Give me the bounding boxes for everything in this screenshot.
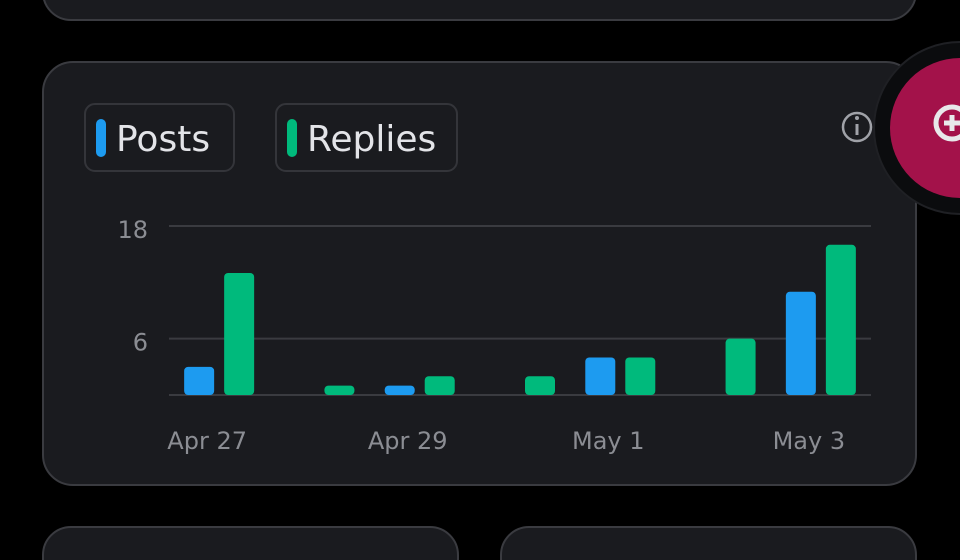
legend-item[interactable] bbox=[84, 103, 235, 172]
bar bbox=[184, 366, 215, 395]
legend-swatch bbox=[96, 119, 106, 157]
bar bbox=[825, 244, 856, 395]
card-below-right bbox=[500, 526, 917, 560]
bar bbox=[384, 385, 415, 395]
bar bbox=[525, 376, 555, 395]
chart-card bbox=[42, 61, 917, 486]
card-below-left bbox=[42, 526, 459, 560]
x-tick-label: Apr 29 bbox=[368, 427, 448, 455]
bar bbox=[725, 338, 756, 395]
legend-label: Replies bbox=[307, 119, 436, 160]
y-tick-label: 18 bbox=[117, 216, 148, 244]
bar bbox=[585, 357, 616, 395]
bar bbox=[324, 385, 355, 395]
x-tick-label: May 1 bbox=[572, 427, 645, 455]
info-icon[interactable] bbox=[841, 111, 873, 143]
compose-button[interactable] bbox=[873, 41, 960, 215]
bar bbox=[424, 376, 455, 395]
x-tick-label: May 3 bbox=[773, 427, 846, 455]
y-tick-label: 6 bbox=[133, 329, 148, 357]
legend-item[interactable] bbox=[275, 103, 458, 172]
card-above bbox=[43, 0, 916, 21]
bar bbox=[785, 291, 816, 395]
legend-swatch bbox=[287, 119, 297, 157]
x-tick-label: Apr 27 bbox=[167, 427, 247, 455]
bar bbox=[224, 272, 255, 395]
legend-label: Posts bbox=[116, 119, 210, 160]
bar bbox=[625, 357, 656, 395]
